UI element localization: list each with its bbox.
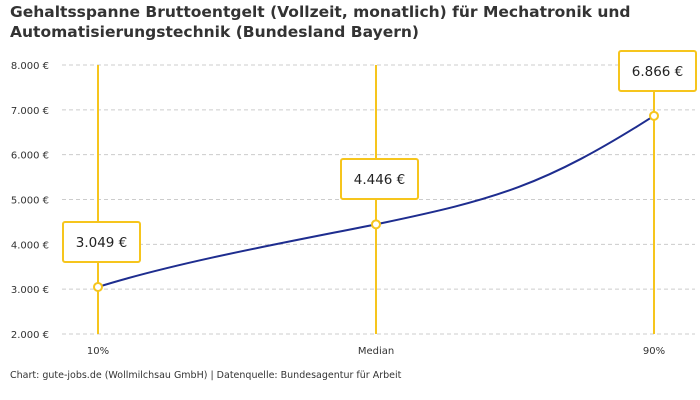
chart-title: Gehaltsspanne Bruttoentgelt (Vollzeit, m… [10,3,631,41]
data-label: 6.866 € [632,64,684,80]
data-point [93,281,103,292]
y-tick-label: 2.000 € [11,330,49,341]
y-tick-label: 5.000 € [11,196,49,207]
data-label-box [62,221,141,263]
x-tick-label: 90% [643,346,665,357]
y-tick-label: 6.000 € [11,151,49,162]
data-label-box [340,158,419,200]
data-label-box [618,50,697,92]
data-label: 4.446 € [354,172,406,188]
data-label: 3.049 € [76,235,128,251]
data-point [649,110,659,121]
y-tick-label: 4.000 € [11,240,49,251]
x-tick-label: 10% [87,346,109,357]
chart-source: Chart: gute-jobs.de (Wollmilchsau GmbH) … [10,370,402,381]
y-tick-label: 3.000 € [11,285,49,296]
y-tick-label: 7.000 € [11,106,49,117]
y-tick-label: 8.000 € [11,61,49,72]
x-tick-label: Median [358,346,394,357]
data-point [371,219,381,230]
